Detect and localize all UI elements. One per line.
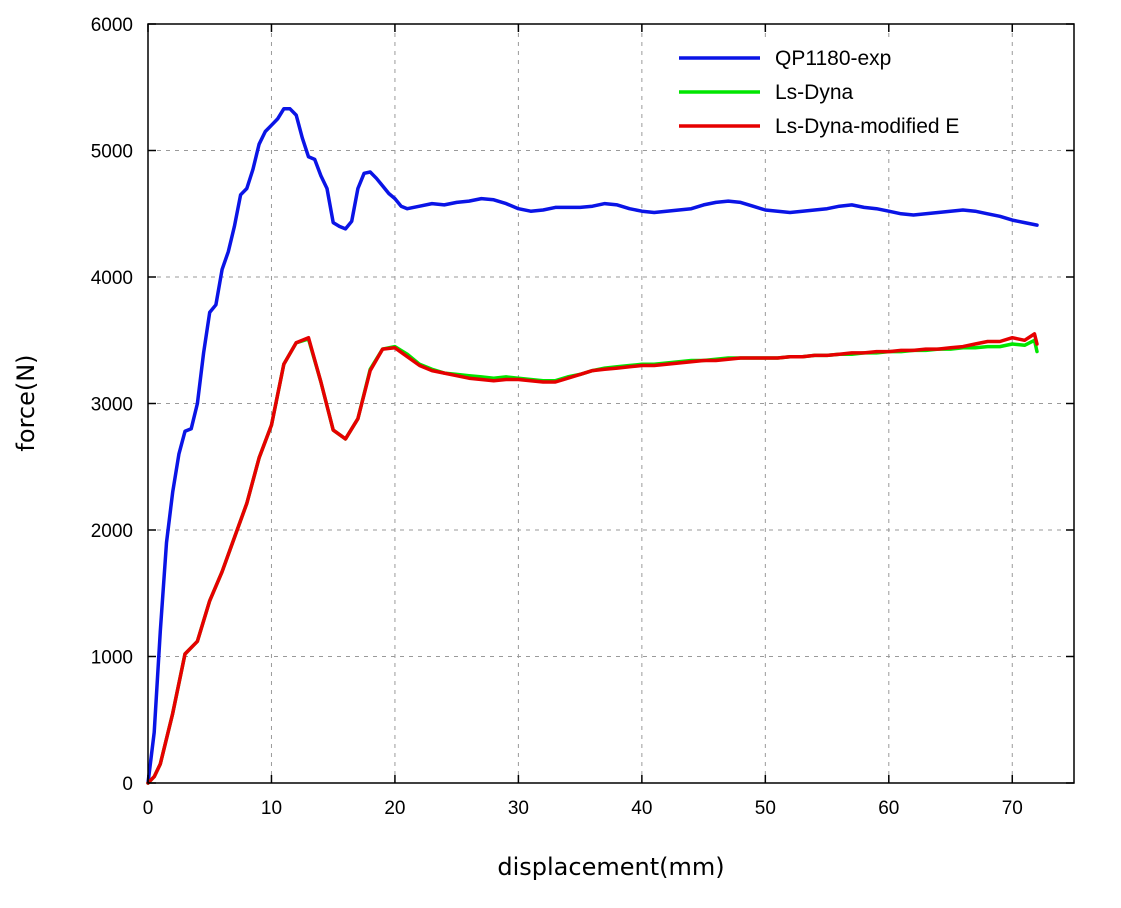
x-tick-label: 60 [878, 798, 899, 819]
y-tick-label: 1000 [91, 648, 133, 669]
x-tick-label: 10 [261, 798, 282, 819]
legend-label-ls-dyna-modified-e: Ls-Dyna-modified E [775, 115, 959, 138]
y-tick-label: 0 [122, 774, 133, 795]
x-tick-label: 30 [508, 798, 529, 819]
x-tick-label: 20 [384, 798, 405, 819]
legend-label-ls-dyna: Ls-Dyna [775, 81, 854, 104]
y-tick-label: 3000 [91, 395, 133, 416]
y-tick-label: 5000 [91, 142, 133, 163]
legend: QP1180-exp Ls-Dyna Ls-Dyna-modified E [668, 38, 1004, 148]
y-tick-label: 6000 [91, 15, 133, 36]
series-line-ls-dyna-modified-e [146, 332, 1039, 785]
grid [148, 24, 1074, 783]
y-axis-title: force(N) [12, 354, 40, 451]
series-line-qp1180-exp [146, 107, 1039, 785]
series-group [146, 107, 1039, 785]
ticks: 0 10 20 30 40 50 60 70 0 1000 2000 3000 4000 5000 6000 [91, 15, 1074, 819]
x-tick-label: 0 [143, 798, 154, 819]
x-tick-label: 50 [755, 798, 776, 819]
y-tick-label: 2000 [91, 521, 133, 542]
x-tick-label: 40 [631, 798, 652, 819]
y-tick-label: 4000 [91, 268, 133, 289]
legend-label-qp1180-exp: QP1180-exp [775, 47, 891, 70]
x-axis-title: displacement(mm) [497, 853, 724, 881]
series-line-ls-dyna [146, 337, 1039, 785]
x-tick-label: 70 [1002, 798, 1023, 819]
